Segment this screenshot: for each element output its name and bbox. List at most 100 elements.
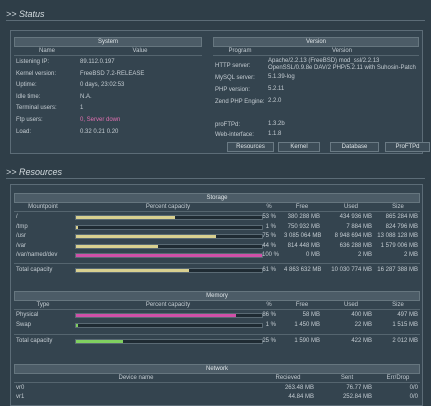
column-header: Free: [295, 204, 309, 210]
capacity-track: [75, 215, 263, 220]
row-label: /tmp: [16, 223, 28, 230]
row-label: /: [16, 214, 18, 220]
capacity-bar: [76, 314, 236, 317]
free: 1 590 MB: [294, 338, 320, 344]
used: 422 MB: [351, 338, 372, 344]
tab[interactable]: Database: [330, 142, 379, 152]
row-label: Total capacity: [16, 267, 53, 273]
row-value: 1.1.8: [268, 131, 282, 137]
row-value: 0 days, 23:02:53: [80, 82, 125, 89]
column-header: Free: [295, 302, 309, 308]
divider: [14, 334, 420, 335]
column-header: %: [266, 302, 272, 308]
row-value: Apache/2.2.13 (FreeBSD) mod_ssl/2.2.13 O…: [268, 58, 416, 71]
sent: 76.77 MB: [346, 385, 372, 391]
column-header: Percent capacity: [145, 204, 191, 210]
row-label: Uptime:: [16, 82, 37, 89]
used: 400 MB: [351, 312, 372, 318]
capacity-track: [75, 224, 263, 230]
capacity-bar: [76, 244, 158, 248]
row-label: /var: [16, 242, 27, 249]
capacity-track: [75, 339, 263, 344]
free: 380 288 MB: [287, 214, 320, 220]
used: 2 MB: [357, 252, 372, 259]
tab[interactable]: Kernel: [278, 142, 320, 152]
column-header: Device name: [118, 375, 154, 381]
received: 44.84 MB: [288, 394, 314, 400]
percent: 61 %: [262, 267, 276, 273]
capacity-bar: [76, 323, 78, 327]
capacity-bar: [76, 340, 123, 343]
row-value: 1.3.2b: [268, 121, 285, 127]
used: 8 948 694 MB: [334, 233, 372, 240]
capacity-track: [75, 243, 263, 249]
capacity-track: [75, 253, 263, 259]
row-label: Total capacity: [16, 338, 53, 344]
percent: 53 %: [262, 214, 276, 220]
row-label: proFTPd:: [215, 122, 241, 128]
row-value: 1: [80, 105, 84, 112]
tab[interactable]: Resources: [227, 142, 274, 152]
column-header: Sent: [340, 375, 354, 381]
tab[interactable]: ProFTPd: [385, 142, 430, 152]
capacity-bar: [76, 216, 175, 219]
size: 865 284 MB: [385, 214, 418, 220]
column-header: Recieved: [275, 375, 301, 381]
row-value: 89.112.0.197: [80, 59, 115, 65]
received: 263.48 MB: [284, 385, 314, 391]
row-label: Physical: [16, 312, 39, 318]
size: 16 287 388 MB: [377, 267, 418, 273]
percent: 1 %: [265, 321, 276, 328]
divider: [14, 55, 202, 56]
row-label: Zend PHP Engine:: [215, 99, 265, 105]
row-value: 0, Server down: [80, 117, 121, 123]
percent: 75 %: [262, 233, 276, 240]
device: vr0: [16, 385, 25, 391]
row-label: Idle time:: [16, 93, 41, 100]
row-value: FreeBSD 7.2-RELEASE: [80, 70, 145, 77]
table-header: Memory: [14, 291, 420, 301]
err-drop: 0/0: [409, 394, 418, 400]
size: 824 796 MB: [385, 223, 418, 230]
column-header: Version: [331, 48, 352, 54]
row-value: 2.2.0: [268, 98, 282, 104]
free: 3 085 064 MB: [284, 233, 322, 240]
free: 58 MB: [302, 312, 320, 318]
resources-title: >> Resources: [6, 166, 425, 179]
row-label: HTTP server:: [215, 63, 251, 69]
row-label: Ftp users:: [16, 117, 43, 123]
table-header: System: [14, 37, 202, 47]
row-label: Swap: [16, 321, 32, 328]
divider: [14, 309, 420, 310]
percent: 86 %: [262, 312, 276, 318]
used: 10 030 774 MB: [331, 267, 372, 273]
divider: [213, 55, 419, 56]
free: 814 448 MB: [287, 242, 320, 249]
percent: 100 %: [262, 252, 280, 259]
row-value: 5.1.39-log: [268, 74, 295, 80]
used: 7 884 MB: [346, 223, 372, 230]
used: 434 936 MB: [339, 214, 372, 220]
percent: 25 %: [262, 338, 276, 344]
row-label: /var/named/dev: [16, 252, 58, 259]
column-header: Size: [392, 204, 404, 210]
column-header: Used: [343, 302, 358, 308]
capacity-bar: [76, 225, 78, 229]
free: 4 863 632 MB: [284, 267, 322, 273]
used: 22 MB: [354, 321, 372, 328]
capacity-track: [75, 234, 263, 240]
free: 750 932 MB: [287, 223, 320, 230]
row-value: 0.32 0.21 0.20: [80, 128, 119, 135]
row-label: Listening IP:: [16, 59, 50, 65]
capacity-track: [75, 313, 263, 318]
column-header: Program: [228, 48, 252, 54]
divider: [14, 382, 420, 383]
status-title: >> Status: [6, 8, 425, 21]
column-header: Mountpoint: [28, 204, 58, 210]
column-header: Used: [343, 204, 358, 210]
capacity-bar: [76, 269, 190, 272]
free: 0 MB: [305, 252, 320, 259]
free: 1 450 MB: [294, 321, 320, 328]
sent: 252.84 MB: [342, 394, 372, 400]
